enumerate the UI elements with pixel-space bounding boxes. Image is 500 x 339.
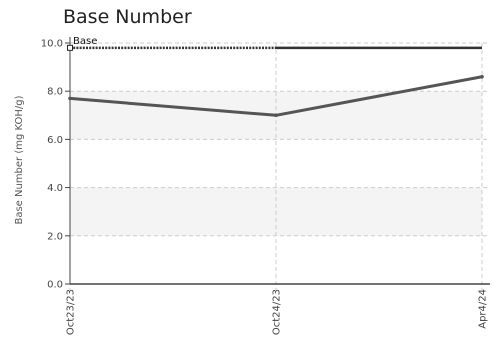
y-tick-label: 8.0: [47, 87, 63, 98]
chart-title: Base Number: [63, 6, 192, 28]
axes: [65, 37, 490, 285]
x-tick-label: Oct24/23: [272, 289, 283, 335]
data-point: [480, 74, 484, 79]
grid-lines: [69, 42, 490, 290]
limit-marker: [67, 44, 73, 51]
series-group: [68, 74, 484, 118]
limit-line-group: Base: [67, 36, 482, 51]
y-tick-label: 6.0: [47, 135, 63, 146]
tick-labels: 0.0 2.0 4.0 6.0 8.0 10.0 Oct23/23 Oct24/23 Apr4/…: [41, 39, 489, 336]
x-tick-label: Oct23/23: [66, 289, 77, 335]
y-tick-label: 4.0: [47, 183, 63, 194]
y-tick-label: 0.0: [47, 280, 63, 291]
data-point: [68, 96, 72, 101]
data-point: [274, 113, 278, 118]
x-tick-label: Apr4/24: [478, 289, 489, 329]
limit-line-label: Base: [73, 36, 97, 47]
y-tick-label: 10.0: [41, 39, 63, 50]
y-tick-label: 2.0: [47, 231, 63, 242]
y-axis-label: Base Number (mg KOH/g): [14, 95, 25, 224]
